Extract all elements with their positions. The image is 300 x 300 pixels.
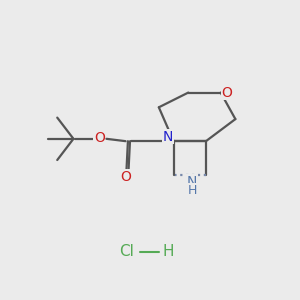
Text: H: H	[188, 184, 197, 197]
Text: N: N	[163, 130, 173, 144]
Text: O: O	[222, 85, 232, 100]
Text: Cl: Cl	[119, 244, 134, 259]
Text: H: H	[163, 244, 174, 259]
Text: O: O	[94, 131, 105, 145]
Text: N: N	[187, 175, 197, 188]
Text: O: O	[120, 170, 131, 184]
